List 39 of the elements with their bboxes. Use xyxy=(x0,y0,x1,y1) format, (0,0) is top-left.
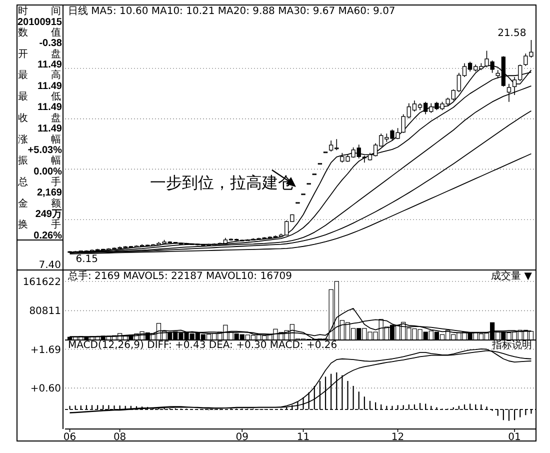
text: 2,169 xyxy=(36,188,62,199)
text: 20100915 xyxy=(18,16,62,28)
text: 11.49 xyxy=(38,102,62,114)
y-tick-label: +1.69 xyxy=(30,344,61,356)
text: 最低 xyxy=(18,92,61,103)
text: -0.38 xyxy=(39,38,62,50)
x-tick-label: 06 xyxy=(63,432,76,443)
x-tick-label: 01 xyxy=(508,432,521,443)
text: 0.00% xyxy=(34,166,62,178)
x-tick-label: 09 xyxy=(236,432,248,443)
chart-title: 日线 MA5: 10.60 MA10: 10.21 MA20: 9.88 MA30: 9.67 MA60: 9.07 xyxy=(68,5,396,17)
text: 最高 xyxy=(18,69,61,82)
text: 数值 xyxy=(18,27,61,38)
text: 换手 xyxy=(18,218,61,231)
x-tick-label: 08 xyxy=(113,432,126,443)
x-tick-label: 12 xyxy=(391,432,404,443)
chart-title: MACD(12,26,9) DIFF: +0.43 DEA: +0.30 MACD: +0.26 xyxy=(68,340,338,351)
text: 11.49 xyxy=(38,124,62,135)
text: +5.03% xyxy=(28,144,62,156)
text: 收盘 xyxy=(18,112,61,124)
text: 时间 xyxy=(18,5,61,18)
chart-subtitle: 成交量 ▼ xyxy=(491,270,532,282)
text: 6.15 xyxy=(76,254,98,265)
y-tick-label: 80811 xyxy=(29,306,61,318)
y-tick-label: 161622 xyxy=(22,276,61,288)
text: 0.26% xyxy=(34,230,62,242)
text: 涨幅 xyxy=(18,133,61,146)
text: 总手 xyxy=(17,176,61,188)
text: 开盘 xyxy=(18,48,61,60)
x-tick-label: 11 xyxy=(296,432,310,443)
y-tick-label: +0.60 xyxy=(30,384,61,395)
text: 11.49 xyxy=(38,59,62,70)
text: 金额 xyxy=(18,197,61,210)
chart-title: 总手: 2169 MAVOL5: 22187 MAVOL10: 16709 xyxy=(67,270,292,282)
text: 249万 xyxy=(35,209,62,220)
text: 振幅 xyxy=(18,154,61,167)
text: 21.58 xyxy=(498,28,526,39)
text: 7.40 xyxy=(38,260,61,271)
text: 11.49 xyxy=(38,80,62,92)
